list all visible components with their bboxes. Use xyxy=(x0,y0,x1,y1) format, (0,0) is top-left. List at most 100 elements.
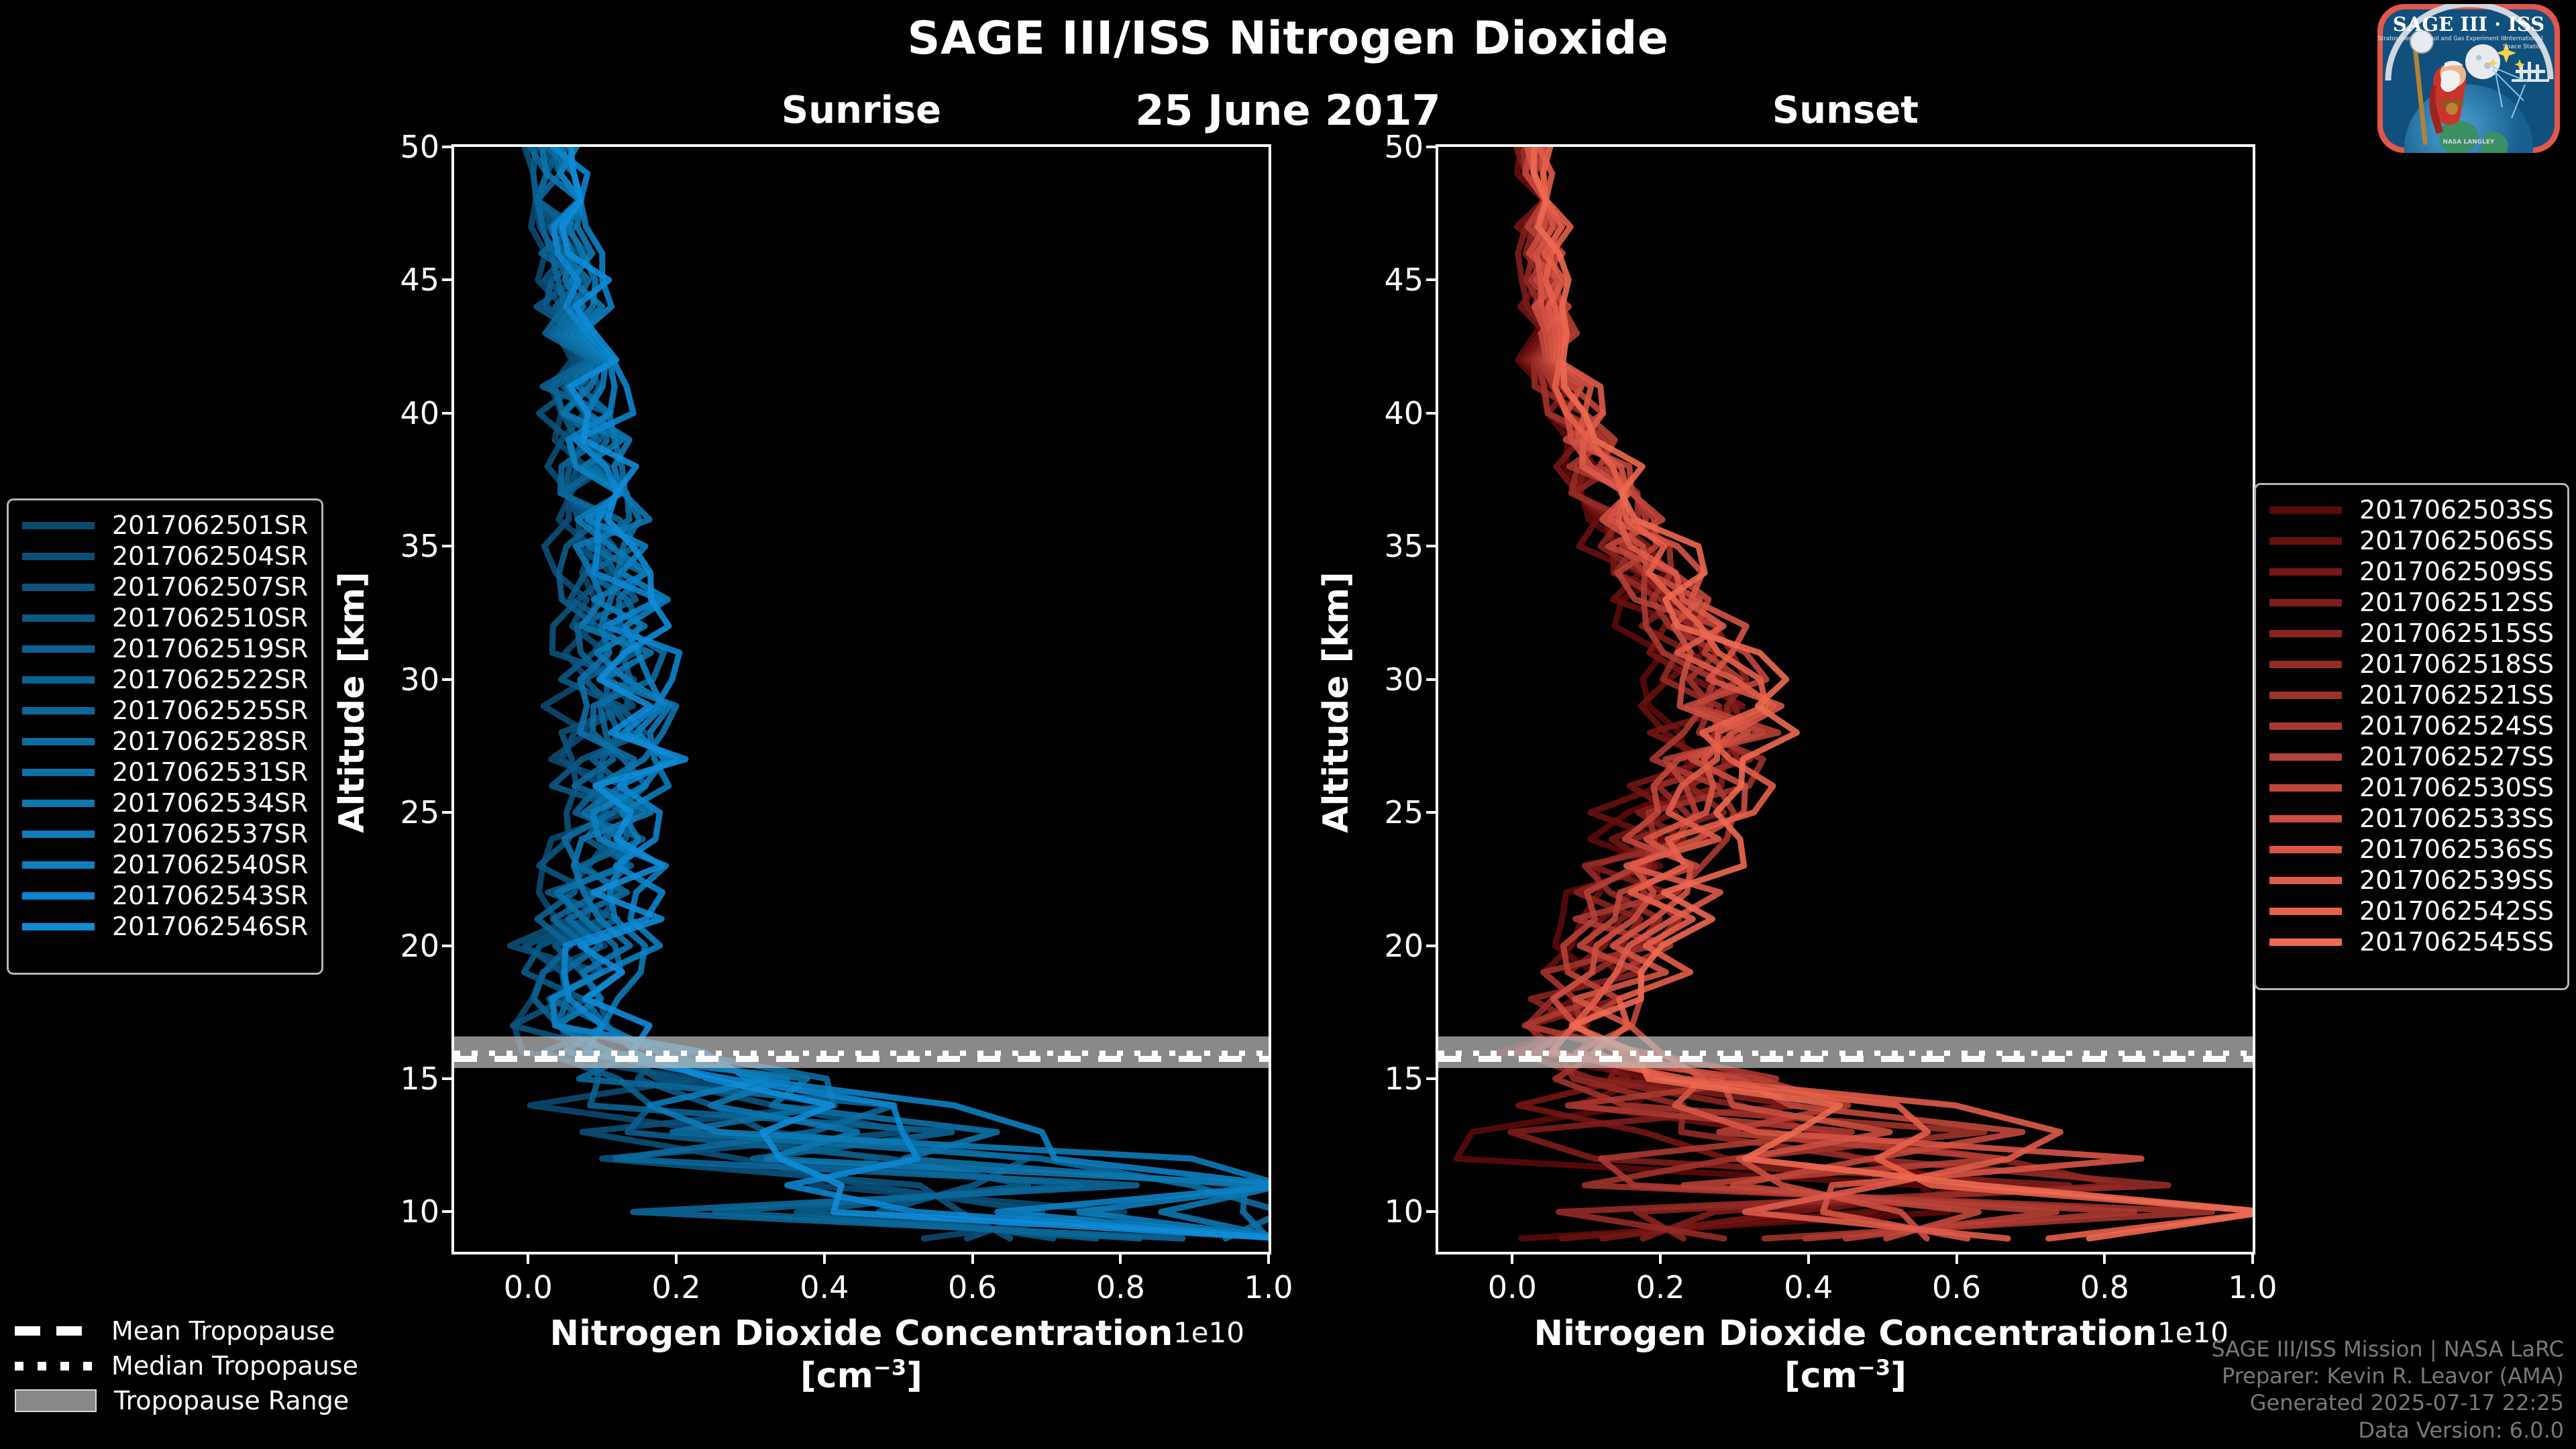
legend-item[interactable]: 2017062545SS xyxy=(2269,926,2554,957)
legend-item[interactable]: 2017062519SR xyxy=(22,633,308,664)
legend-item-label: 2017062542SS xyxy=(2359,896,2554,926)
legend-item[interactable]: 2017062539SS xyxy=(2269,865,2554,896)
legend-item[interactable]: 2017062528SR xyxy=(22,726,308,757)
legend-item-label: 2017062546SR xyxy=(112,912,309,941)
legend-item-label: 2017062504SR xyxy=(112,541,309,571)
legend-color-swatch xyxy=(22,583,95,591)
legend-item[interactable]: 2017062509SS xyxy=(2269,556,2554,587)
legend-item[interactable]: 2017062510SR xyxy=(22,602,308,633)
legend-item[interactable]: 2017062542SS xyxy=(2269,896,2554,926)
legend-item-label: 2017062528SR xyxy=(112,727,309,756)
y-tick-mark xyxy=(1426,411,1438,415)
x-tick-mark xyxy=(971,1252,974,1264)
legend-color-swatch xyxy=(22,922,95,930)
legend-item-label: 2017062531SR xyxy=(112,757,309,787)
legend-color-swatch xyxy=(2269,506,2342,514)
legend-color-swatch xyxy=(22,552,95,560)
panel-title-sunrise: Sunrise xyxy=(781,89,942,132)
legend-item-label: 2017062525SR xyxy=(112,696,309,725)
legend-color-swatch xyxy=(2269,784,2342,792)
credit-preparer: Preparer: Kevin R. Leavor (AMA) xyxy=(2221,1363,2564,1389)
legend-item[interactable]: 2017062537SR xyxy=(22,818,308,849)
legend-color-swatch xyxy=(2269,876,2342,884)
legend-item-label: 2017062521SS xyxy=(2359,680,2554,710)
legend-item[interactable]: 2017062506SS xyxy=(2269,525,2554,556)
y-tick-label: 35 xyxy=(400,528,439,565)
legend-item[interactable]: 2017062518SS xyxy=(2269,649,2554,680)
legend-item-label: 2017062519SR xyxy=(112,634,309,663)
legend-item[interactable]: 2017062540SR xyxy=(22,849,308,880)
x-tick-label: 1.0 xyxy=(1244,1269,1293,1305)
legend-sunrise[interactable]: 2017062501SR 2017062504SR 2017062507SR 2017… xyxy=(7,498,324,975)
x-tick-label: 0.8 xyxy=(1095,1269,1145,1305)
y-tick-mark xyxy=(442,545,454,548)
legend-color-swatch xyxy=(22,645,95,653)
legend-item[interactable]: 2017062536SS xyxy=(2269,834,2554,865)
legend-item[interactable]: 2017062533SS xyxy=(2269,803,2554,834)
legend-color-swatch xyxy=(22,799,95,807)
legend-item-label: 2017062522SR xyxy=(112,665,309,694)
gray-band-icon xyxy=(15,1389,97,1412)
legend-item-label: 2017062536SS xyxy=(2359,835,2554,864)
y-tick-mark xyxy=(442,811,454,814)
legend-item-tropopause-range: Tropopause Range xyxy=(15,1383,358,1418)
mean-tropopause-line xyxy=(454,1056,1269,1063)
profile-line xyxy=(1511,147,2070,1238)
x-axis-label-line1: Nitrogen Dioxide Concentration xyxy=(1534,1313,2157,1354)
legend-item[interactable]: 2017062522SR xyxy=(22,664,308,695)
legend-item[interactable]: 2017062546SR xyxy=(22,911,308,942)
legend-item-label: 2017062534SR xyxy=(112,788,309,818)
y-tick-mark xyxy=(442,944,454,947)
legend-item[interactable]: 2017062507SR xyxy=(22,572,308,602)
y-tick-label: 25 xyxy=(1384,794,1424,831)
x-axis-label-line1: Nitrogen Dioxide Concentration xyxy=(549,1313,1173,1354)
legend-color-swatch xyxy=(22,768,95,776)
legend-item[interactable]: 2017062524SS xyxy=(2269,710,2554,741)
legend-item[interactable]: 2017062504SR xyxy=(22,541,308,572)
y-tick-mark xyxy=(1426,1210,1438,1214)
legend-color-swatch xyxy=(2269,845,2342,853)
legend-item[interactable]: 2017062527SS xyxy=(2269,741,2554,772)
legend-item[interactable]: 2017062525SR xyxy=(22,695,308,726)
y-tick-label: 25 xyxy=(400,794,439,831)
plot-sunrise[interactable]: 10 15 20 25 30 35 40 45 50 0.0 0.2 0.4 0.6 0.8 1.0 Alti… xyxy=(332,129,1293,1396)
y-tick-mark xyxy=(442,411,454,415)
y-tick-label: 45 xyxy=(1384,262,1424,299)
legend-color-swatch xyxy=(2269,907,2342,915)
legend-item[interactable]: 2017062531SR xyxy=(22,757,308,788)
credits-block: SAGE III/ISS Mission | NASA LaRC Prepare… xyxy=(2211,1336,2564,1444)
profile-curves xyxy=(454,147,1269,1252)
svg-text:International: International xyxy=(2504,36,2542,42)
x-tick-mark xyxy=(1511,1252,1514,1264)
legend-item[interactable]: 2017062503SS xyxy=(2269,494,2554,525)
legend-item[interactable]: 2017062501SR xyxy=(22,510,308,541)
legend-label-median-tropopause: Median Tropopause xyxy=(111,1351,358,1381)
legend-item[interactable]: 2017062543SR xyxy=(22,880,308,911)
x-tick-label: 0.6 xyxy=(1931,1269,1982,1305)
x-tick-mark xyxy=(527,1252,530,1264)
legend-item-label: 2017062539SS xyxy=(2359,865,2554,895)
legend-item-label: 2017062530SS xyxy=(2359,773,2554,802)
legend-color-swatch xyxy=(2269,537,2342,545)
plot-sunset[interactable]: 10 15 20 25 30 35 40 45 50 0.0 0.2 0.4 0.6 0.8 1.0 Alti… xyxy=(1316,129,2277,1396)
legend-item[interactable]: 2017062521SS xyxy=(2269,680,2554,710)
y-tick-mark xyxy=(1426,678,1438,681)
x-tick-label: 0.0 xyxy=(503,1269,553,1305)
legend-item[interactable]: 2017062512SS xyxy=(2269,587,2554,618)
profile-line xyxy=(1527,147,2057,1238)
legend-color-swatch xyxy=(2269,629,2342,637)
median-tropopause-line xyxy=(1438,1051,2253,1057)
legend-color-swatch xyxy=(22,892,95,900)
legend-item[interactable]: 2017062534SR xyxy=(22,788,308,818)
y-tick-label: 30 xyxy=(1384,661,1424,698)
sage-iii-iss-logo-icon: NASA LANGLEY SAGE III · ISS Stratospheri… xyxy=(2368,0,2569,154)
legend-item[interactable]: 2017062515SS xyxy=(2269,618,2554,649)
y-tick-label: 20 xyxy=(400,927,439,964)
tropopause-legend: Mean Tropopause Median Tropopause Tropop… xyxy=(15,1313,358,1418)
y-tick-mark xyxy=(442,278,454,282)
legend-color-swatch xyxy=(2269,722,2342,730)
legend-item-label: 2017062515SS xyxy=(2359,619,2554,648)
y-tick-label: 35 xyxy=(1384,528,1424,565)
legend-sunset[interactable]: 2017062503SS 2017062506SS 2017062509SS 2017… xyxy=(2253,483,2569,990)
legend-item[interactable]: 2017062530SS xyxy=(2269,772,2554,803)
